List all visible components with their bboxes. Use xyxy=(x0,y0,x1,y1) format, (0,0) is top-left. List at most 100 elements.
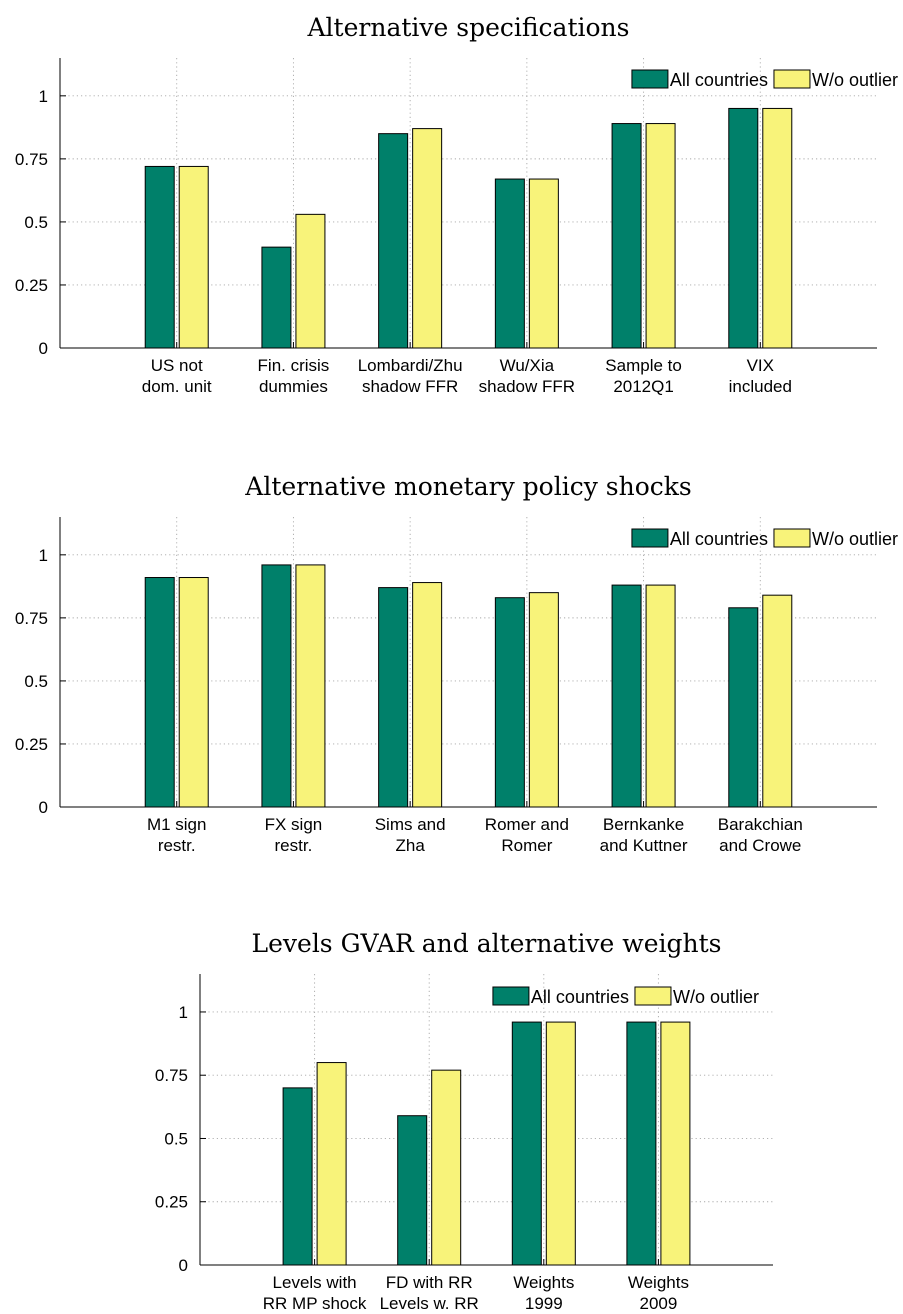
category-label: US not xyxy=(151,356,203,375)
bar-all-countries xyxy=(511,1021,542,1266)
legend-label: W/o outlier xyxy=(812,529,898,549)
legend-label: W/o outlier xyxy=(812,70,898,90)
legend-label: All countries xyxy=(670,70,768,90)
chart-panel-3: Levels GVAR and alternative weights 0 0.25… xyxy=(155,929,773,1313)
legend-swatch-all-countries xyxy=(631,528,669,548)
y-tick-label: 1 xyxy=(39,546,48,565)
category-label: shadow FFR xyxy=(479,377,575,396)
bar-wo-outlier xyxy=(412,128,443,349)
category-label: dom. unit xyxy=(142,377,212,396)
bar-all-countries xyxy=(144,165,175,349)
bar-all-countries xyxy=(378,133,409,349)
bar-wo-outlier xyxy=(316,1062,347,1266)
legend-label: All countries xyxy=(670,529,768,549)
legend-swatch-all-countries xyxy=(631,69,669,89)
bar-wo-outlier xyxy=(295,564,326,808)
bar-wo-outlier xyxy=(762,107,793,349)
y-tick-label: 0.25 xyxy=(15,735,48,754)
category-label: 1999 xyxy=(525,1294,563,1313)
category-label: Lombardi/Zhu xyxy=(358,356,463,375)
legend-label: All countries xyxy=(531,987,629,1007)
category-label: Barakchian xyxy=(718,815,803,834)
bar-all-countries xyxy=(611,584,642,808)
y-tick-label: 0.25 xyxy=(155,1193,188,1212)
bar-all-countries xyxy=(728,607,759,808)
bar-wo-outlier xyxy=(431,1069,462,1266)
category-label: Weights xyxy=(513,1273,574,1292)
category-label: included xyxy=(729,377,792,396)
category-label: M1 sign xyxy=(147,815,207,834)
bar-all-countries xyxy=(261,564,292,808)
bar-all-countries xyxy=(494,178,525,349)
y-tick-label: 0.5 xyxy=(24,672,48,691)
bar-wo-outlier xyxy=(545,1021,576,1266)
category-label: Wu/Xia xyxy=(500,356,555,375)
legend-swatch-wo-outlier xyxy=(634,986,672,1006)
y-tick-label: 0.25 xyxy=(15,276,48,295)
category-label: FD with RR xyxy=(386,1273,473,1292)
bar-wo-outlier xyxy=(762,594,793,808)
category-label: Sample to xyxy=(605,356,682,375)
y-tick-label: 0.75 xyxy=(155,1066,188,1085)
category-label: Sims and xyxy=(375,815,446,834)
y-tick-label: 0 xyxy=(39,339,48,358)
chart-title: Levels GVAR and alternative weights xyxy=(252,929,722,958)
y-tick-label: 0.5 xyxy=(24,213,48,232)
category-label: Weights xyxy=(628,1273,689,1292)
category-label: 2012Q1 xyxy=(613,377,674,396)
legend-swatch-wo-outlier xyxy=(773,528,811,548)
category-label: Bernkanke xyxy=(603,815,684,834)
chart-panel-1: Alternative specifications 0 0.25 0.5 0.75 1 U… xyxy=(15,13,898,396)
category-label: 2009 xyxy=(639,1294,677,1313)
category-label: Fin. crisis xyxy=(258,356,330,375)
bar-wo-outlier xyxy=(178,577,209,808)
bar-wo-outlier xyxy=(660,1021,691,1266)
category-label: Romer xyxy=(501,836,552,855)
legend-swatch-wo-outlier xyxy=(773,69,811,89)
legend-label: W/o outlier xyxy=(673,987,759,1007)
bar-all-countries xyxy=(397,1115,428,1266)
bar-wo-outlier xyxy=(528,592,559,808)
legend: All countries W/o outlier xyxy=(631,528,898,549)
category-label: restr. xyxy=(275,836,313,855)
category-label: dummies xyxy=(259,377,328,396)
category-label: Levels with xyxy=(273,1273,357,1292)
category-label: Levels w. RR xyxy=(380,1294,479,1313)
bar-all-countries xyxy=(282,1087,313,1266)
bar-wo-outlier xyxy=(528,178,559,349)
y-tick-label: 1 xyxy=(39,87,48,106)
bar-all-countries xyxy=(611,123,642,349)
legend: All countries W/o outlier xyxy=(631,69,898,90)
chart-title: Alternative monetary policy shocks xyxy=(244,472,691,501)
y-tick-label: 1 xyxy=(179,1003,188,1022)
bar-wo-outlier xyxy=(178,165,209,349)
category-label: Romer and xyxy=(485,815,569,834)
y-tick-label: 0 xyxy=(39,798,48,817)
bar-all-countries xyxy=(494,597,525,808)
bar-wo-outlier xyxy=(295,213,326,349)
y-tick-label: 0.75 xyxy=(15,609,48,628)
legend-swatch-all-countries xyxy=(492,986,530,1006)
y-tick-label: 0 xyxy=(179,1256,188,1275)
y-tick-label: 0.75 xyxy=(15,150,48,169)
bar-all-countries xyxy=(144,577,175,808)
chart-panel-2: Alternative monetary policy shocks 0 0.25 0… xyxy=(15,472,898,855)
category-label: restr. xyxy=(158,836,196,855)
bar-all-countries xyxy=(378,587,409,808)
bar-wo-outlier xyxy=(645,584,676,808)
legend: All countries W/o outlier xyxy=(492,986,759,1007)
category-label: FX sign xyxy=(265,815,323,834)
category-label: and Kuttner xyxy=(600,836,688,855)
category-label: shadow FFR xyxy=(362,377,458,396)
chart-title: Alternative specifications xyxy=(307,13,630,42)
category-label: and Crowe xyxy=(719,836,801,855)
y-tick-label: 0.5 xyxy=(164,1129,188,1148)
bar-wo-outlier xyxy=(412,582,443,808)
bar-all-countries xyxy=(728,107,759,349)
bar-all-countries xyxy=(626,1021,657,1266)
category-label: Zha xyxy=(395,836,425,855)
category-label: RR MP shock xyxy=(263,1294,367,1313)
bar-wo-outlier xyxy=(645,123,676,349)
category-label: VIX xyxy=(747,356,774,375)
